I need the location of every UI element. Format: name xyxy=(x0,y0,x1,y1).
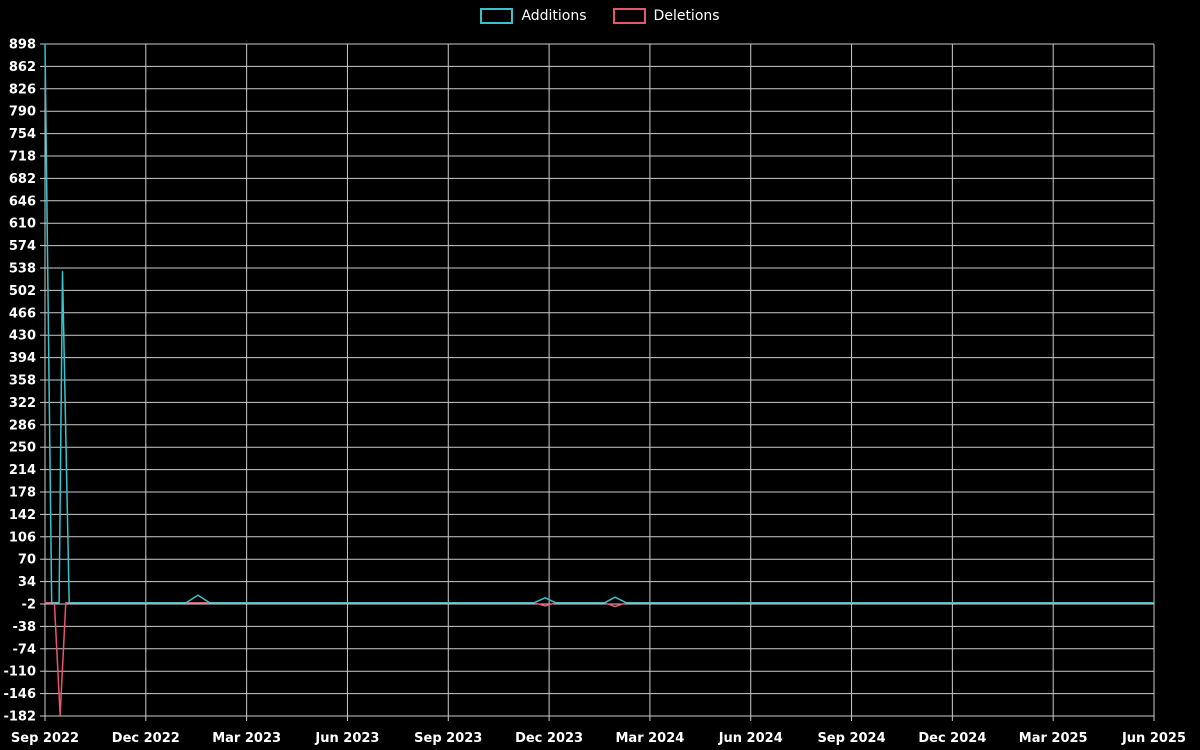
y-axis-tick-label: 466 xyxy=(9,306,36,321)
y-axis-tick-label: 34 xyxy=(18,575,36,590)
chart-legend: Additions Deletions xyxy=(0,8,1200,24)
y-axis-tick-label: 538 xyxy=(9,262,36,277)
y-axis-tick-label: -74 xyxy=(13,642,37,657)
y-axis-tick-label: -2 xyxy=(22,598,36,613)
y-axis-tick-label: 430 xyxy=(9,329,36,344)
deletions-swatch-icon xyxy=(612,8,646,24)
x-axis-tick-label: Sep 2023 xyxy=(414,731,482,746)
additions-swatch-icon xyxy=(480,8,514,24)
y-axis-tick-label: 826 xyxy=(9,82,36,97)
y-axis-tick-label: -182 xyxy=(3,710,36,725)
legend-label-additions: Additions xyxy=(521,8,587,24)
x-axis-tick-label: Dec 2024 xyxy=(918,731,986,746)
y-axis-tick-label: 106 xyxy=(9,530,36,545)
additions-series-line xyxy=(44,43,1155,604)
y-axis-tick-label: 718 xyxy=(9,150,36,165)
y-axis-tick-label: -146 xyxy=(3,687,36,702)
y-axis-tick-label: 862 xyxy=(9,60,36,75)
y-axis-tick-label: 142 xyxy=(9,508,36,523)
x-axis-tick-label: Dec 2023 xyxy=(515,731,583,746)
x-axis-tick-label: Sep 2022 xyxy=(11,731,79,746)
x-axis-tick-label: Mar 2025 xyxy=(1019,731,1088,746)
legend-item-deletions[interactable]: Deletions xyxy=(612,8,720,24)
y-axis-tick-label: 286 xyxy=(9,418,36,433)
x-axis-tick-label: Mar 2023 xyxy=(212,731,281,746)
y-axis-tick-label: 502 xyxy=(9,284,36,299)
y-axis-tick-label: 214 xyxy=(9,463,36,478)
x-axis-tick-label: Mar 2024 xyxy=(615,731,684,746)
legend-label-deletions: Deletions xyxy=(653,8,720,24)
x-axis-tick-label: Jun 2023 xyxy=(314,731,379,746)
y-axis-tick-label: 250 xyxy=(9,441,36,456)
y-axis-tick-label: 610 xyxy=(9,217,36,232)
y-axis-tick-label: 70 xyxy=(18,553,36,568)
y-axis-tick-label: 754 xyxy=(9,127,36,142)
y-axis-tick-label: -110 xyxy=(3,665,36,680)
y-axis-tick-label: 178 xyxy=(9,486,36,501)
y-axis-tick-label: 646 xyxy=(9,194,36,209)
y-axis-tick-label: 682 xyxy=(9,172,36,187)
x-axis-tick-label: Jun 2024 xyxy=(718,731,783,746)
y-axis-tick-label: 790 xyxy=(9,105,36,120)
deletions-series-line xyxy=(44,602,1155,716)
y-axis-tick-label: 358 xyxy=(9,374,36,389)
x-axis-tick-label: Sep 2024 xyxy=(817,731,885,746)
legend-item-additions[interactable]: Additions xyxy=(480,8,587,24)
y-axis-tick-label: -38 xyxy=(13,620,37,635)
y-axis-tick-label: 322 xyxy=(9,396,36,411)
y-axis-tick-label: 898 xyxy=(9,38,36,53)
y-axis-tick-label: 574 xyxy=(9,239,36,254)
x-axis-tick-label: Jun 2025 xyxy=(1121,731,1186,746)
y-axis-tick-label: 394 xyxy=(9,351,36,366)
x-axis-tick-label: Dec 2022 xyxy=(112,731,180,746)
